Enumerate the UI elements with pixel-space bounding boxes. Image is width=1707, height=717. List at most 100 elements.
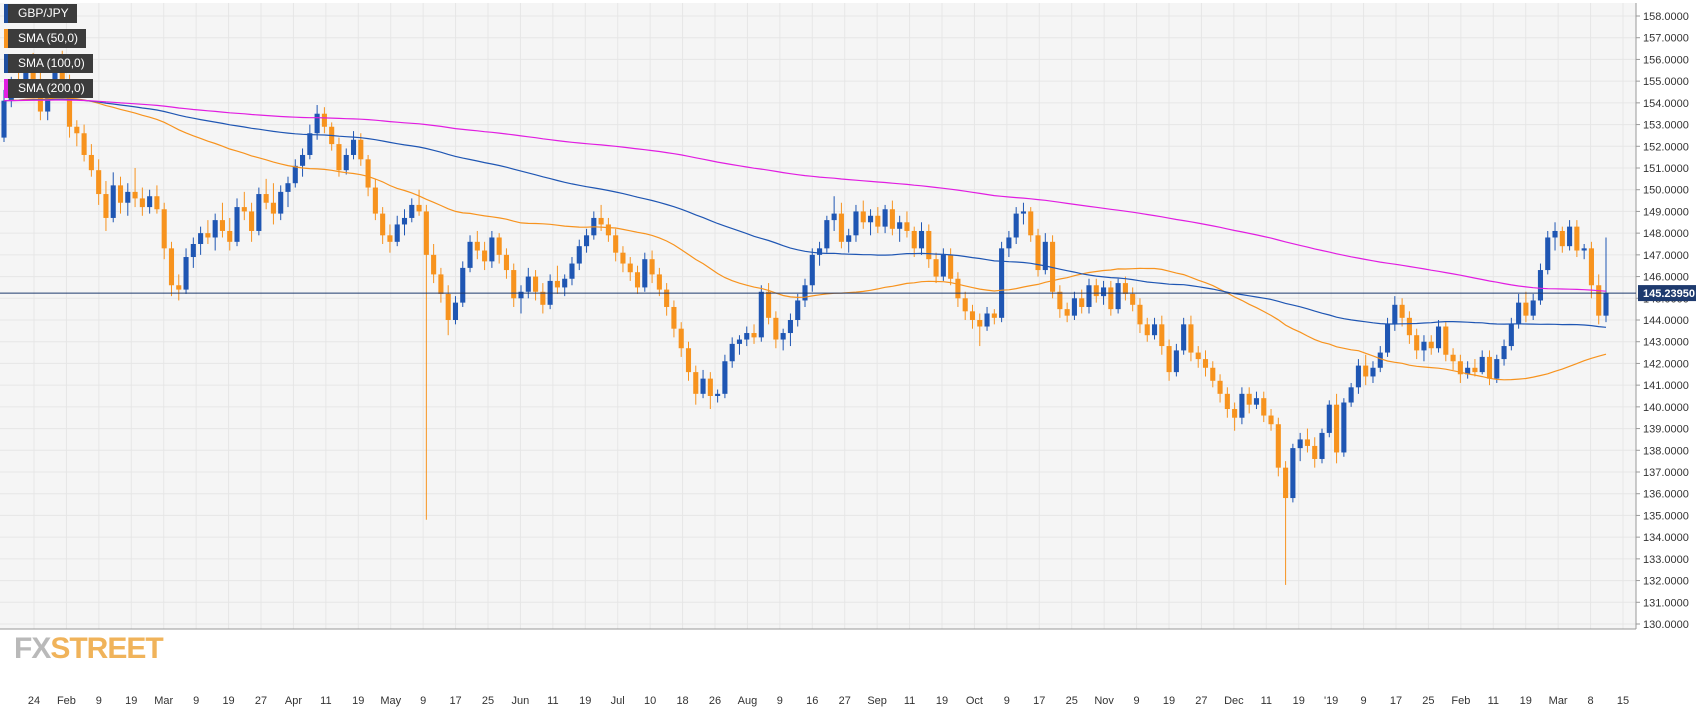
- candle-body: [1, 100, 7, 138]
- candle-body: [1472, 367, 1478, 373]
- candle-body: [241, 207, 247, 212]
- sma-50-line: [3, 97, 1607, 381]
- candle-body: [1334, 404, 1340, 453]
- legend-item-sma100[interactable]: SMA (100,0): [4, 54, 93, 73]
- candle-body: [598, 217, 604, 225]
- candle-body: [1465, 367, 1471, 375]
- legend-label: SMA (50,0): [18, 31, 79, 45]
- y-tick-label: 146.0000: [1643, 272, 1689, 284]
- candle-body: [933, 259, 939, 277]
- candle-body: [1399, 304, 1405, 318]
- candle-body: [1363, 365, 1369, 377]
- candle-body: [962, 298, 968, 312]
- candle-body: [110, 185, 116, 218]
- candle-body: [1450, 354, 1456, 362]
- candle-body: [1494, 359, 1500, 379]
- candle-body: [285, 183, 291, 192]
- x-tick-label: 10: [644, 695, 656, 707]
- x-tick-label: 18: [676, 695, 688, 707]
- candle-body: [1508, 324, 1514, 347]
- candle-body: [81, 133, 87, 155]
- candle-body: [1013, 213, 1019, 238]
- y-tick-label: 154.0000: [1643, 98, 1689, 110]
- candle-body: [1064, 309, 1070, 316]
- candle-body: [678, 328, 684, 349]
- legend-item-sma50[interactable]: SMA (50,0): [4, 29, 87, 48]
- candle-body: [693, 372, 699, 394]
- candle-body: [1159, 324, 1165, 347]
- candle-body: [875, 215, 881, 227]
- candle-body: [838, 213, 844, 242]
- candle-body: [1137, 304, 1143, 325]
- x-tick-label: 27: [255, 695, 267, 707]
- candle-body: [1392, 304, 1398, 325]
- candle-body: [1115, 283, 1121, 310]
- candle-body: [1261, 398, 1267, 416]
- candle-body: [766, 291, 772, 318]
- y-tick-label: 149.0000: [1643, 206, 1689, 218]
- y-tick-label: 153.0000: [1643, 120, 1689, 132]
- candle-body: [205, 233, 211, 238]
- candle-body: [1086, 285, 1092, 307]
- candle-body: [380, 213, 386, 236]
- candle-body: [853, 211, 859, 236]
- y-tick-label: 150.0000: [1643, 185, 1689, 197]
- candle-body: [431, 254, 437, 275]
- candle-body: [176, 285, 182, 290]
- x-tick-label: Jun: [512, 695, 530, 707]
- legend-item-gbpjpy[interactable]: GBP/JPY: [4, 4, 77, 23]
- candle-body: [460, 267, 466, 303]
- candle-body: [1377, 352, 1383, 368]
- candle-body: [554, 280, 560, 288]
- candle-body: [168, 248, 175, 286]
- candle-body: [300, 154, 306, 166]
- y-tick-label: 135.0000: [1643, 510, 1689, 522]
- x-tick-label: 19: [1520, 695, 1532, 707]
- candle-body: [948, 254, 954, 279]
- candle-body: [1348, 387, 1354, 403]
- x-tick-label: 17: [1390, 695, 1402, 707]
- candle-body: [1581, 248, 1587, 251]
- candle-body: [1574, 226, 1580, 251]
- x-tick-label: 19: [1293, 695, 1305, 707]
- x-tick-label: 25: [482, 695, 494, 707]
- candle-body: [1457, 361, 1463, 375]
- candle-body: [634, 272, 641, 288]
- x-tick-label: 25: [1422, 695, 1434, 707]
- x-tick-label: 9: [1004, 695, 1010, 707]
- candle-body: [219, 220, 226, 231]
- x-tick-label: 25: [1066, 695, 1078, 707]
- candle-body: [758, 291, 764, 338]
- candle-body: [991, 313, 997, 318]
- candle-body: [1537, 270, 1544, 301]
- x-tick-label: 11: [320, 695, 331, 707]
- candle-body: [1435, 326, 1442, 349]
- x-tick-label: 24: [28, 695, 40, 707]
- y-tick-label: 139.0000: [1643, 424, 1689, 436]
- candle-body: [147, 196, 153, 208]
- candle-body: [1144, 324, 1150, 336]
- candle-body: [1406, 317, 1412, 336]
- candle-body: [569, 263, 575, 279]
- candle-body: [518, 291, 524, 299]
- candle-body: [372, 187, 378, 214]
- candle-body: [1530, 300, 1536, 316]
- candle-body: [103, 194, 109, 218]
- candle-body: [707, 378, 713, 396]
- legend-item-sma200[interactable]: SMA (200,0): [4, 79, 93, 98]
- candle-body: [969, 311, 976, 320]
- legend-swatch: [4, 4, 8, 23]
- candle-body: [1195, 352, 1201, 360]
- candle-body: [409, 204, 415, 218]
- y-tick-label: 131.0000: [1643, 597, 1689, 609]
- candle-body: [314, 113, 320, 134]
- candle-body: [496, 237, 502, 255]
- candle-body: [977, 320, 983, 327]
- candle-body: [358, 139, 364, 160]
- x-tick-label: Dec: [1224, 695, 1244, 707]
- x-tick-label: 16: [806, 695, 818, 707]
- candle-body: [583, 235, 590, 247]
- y-tick-label: 144.0000: [1643, 315, 1689, 327]
- candle-body: [656, 274, 662, 290]
